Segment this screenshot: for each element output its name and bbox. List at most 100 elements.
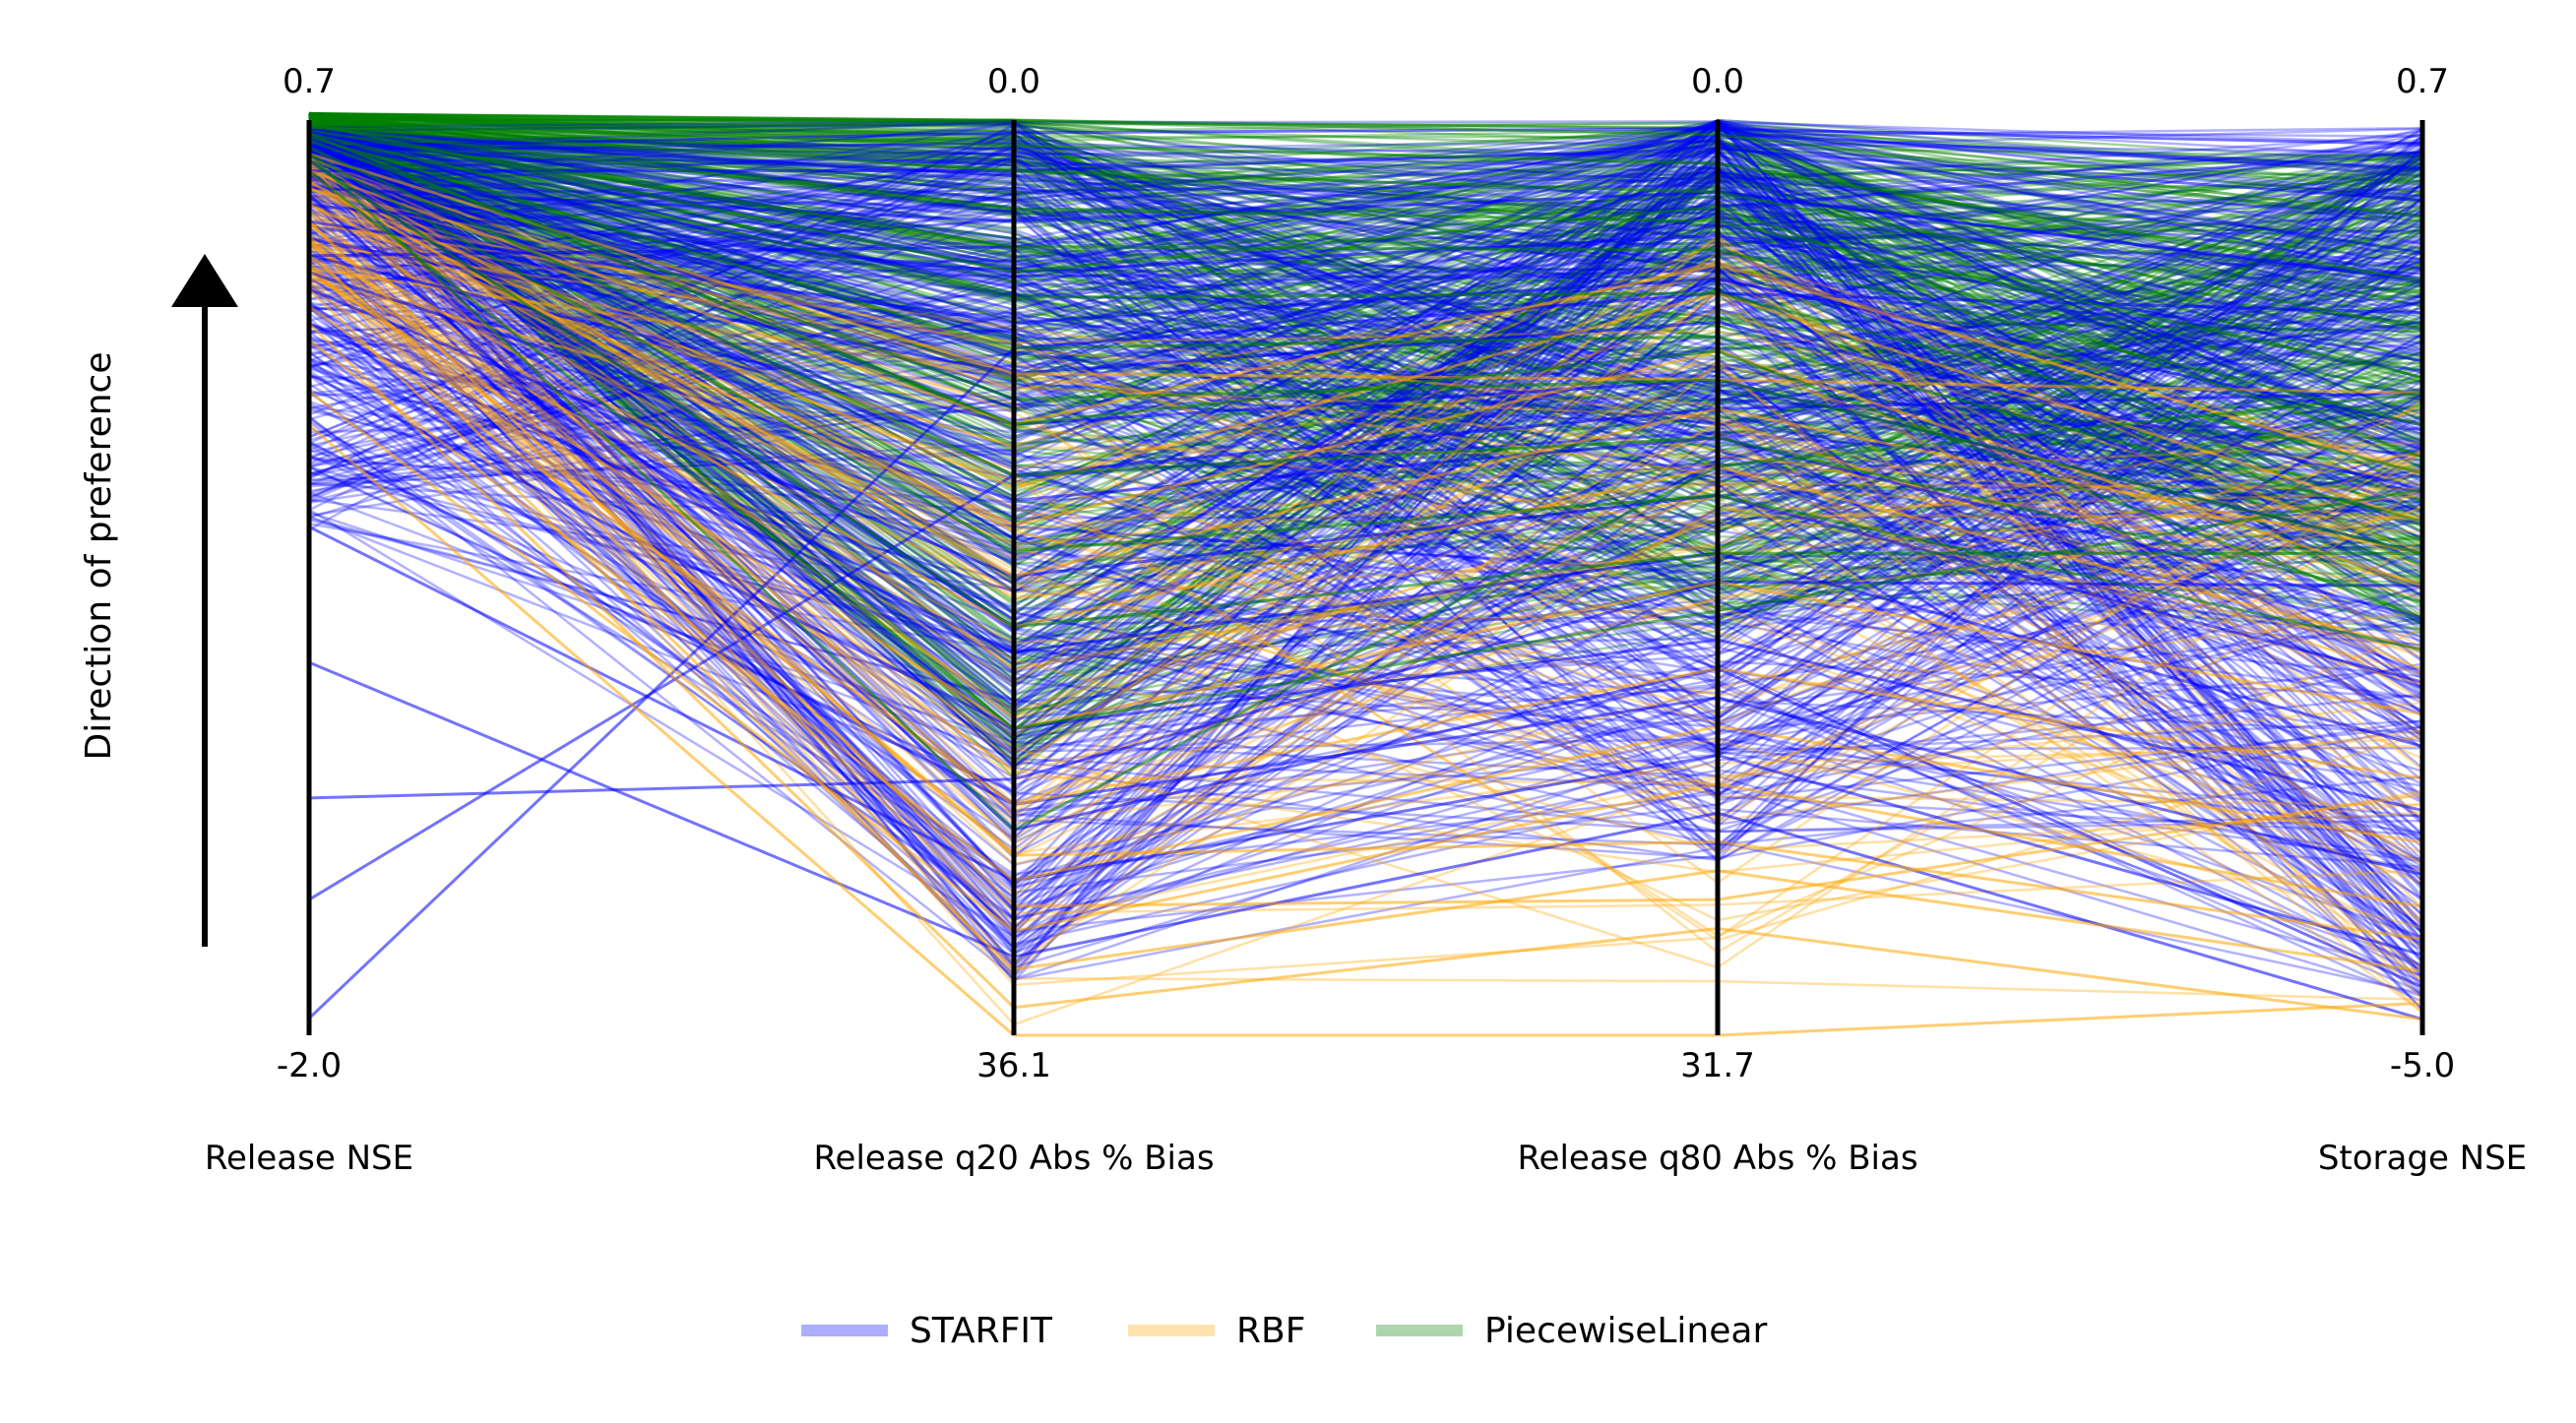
- density-line: [308, 113, 2423, 582]
- series-line-starfit: [307, 193, 2423, 989]
- density-line: [308, 238, 2423, 946]
- series-line-rbf: [307, 288, 2423, 973]
- density-line: [308, 113, 2423, 271]
- density-line: [308, 242, 2423, 864]
- density-line: [308, 144, 2423, 330]
- density-line: [308, 217, 2423, 530]
- series-line-starfit: [308, 127, 2423, 150]
- density-line: [308, 168, 2423, 804]
- density-line: [308, 173, 2423, 717]
- density-line: [308, 147, 2423, 617]
- density-line: [308, 124, 2423, 540]
- density-line: [308, 156, 2423, 576]
- density-line: [308, 138, 2423, 501]
- density-line: [308, 222, 2423, 658]
- density-line: [308, 121, 2423, 608]
- density-line: [308, 112, 2423, 623]
- density-line: [308, 133, 2423, 796]
- density-line: [308, 169, 2423, 869]
- density-line: [308, 188, 2423, 477]
- density-line: [308, 149, 2423, 604]
- density-line: [308, 126, 2423, 769]
- density-line: [308, 133, 2423, 844]
- density-line: [308, 138, 2423, 574]
- density-line: [308, 379, 2423, 938]
- density-line: [308, 169, 2423, 593]
- density-line: [308, 207, 2423, 957]
- density-line: [308, 130, 2423, 812]
- legend: STARFIT RBF PiecewiseLinear: [801, 1311, 1767, 1351]
- density-line: [308, 144, 2423, 763]
- density-line: [308, 186, 2423, 805]
- density-line: [308, 137, 2423, 257]
- density-line: [308, 144, 2423, 447]
- density-line: [308, 122, 2423, 254]
- density-line: [308, 141, 2423, 512]
- density-line: [308, 184, 2423, 443]
- density-line: [308, 128, 2423, 278]
- density-line: [308, 115, 2423, 494]
- density-line: [308, 112, 2423, 764]
- density-line: [308, 113, 2423, 477]
- series-line-piecewiselinear: [307, 153, 2423, 833]
- density-line: [308, 149, 2423, 862]
- density-line: [308, 125, 2423, 872]
- density-line: [308, 120, 2423, 618]
- density-line: [308, 112, 2423, 442]
- density-line: [308, 155, 2423, 942]
- density-line: [308, 126, 2423, 848]
- density-line: [308, 115, 2423, 295]
- density-line: [308, 120, 2423, 560]
- density-line: [308, 144, 2423, 934]
- density-line: [308, 111, 2423, 605]
- density-line: [308, 137, 2423, 820]
- density-line: [308, 122, 2423, 892]
- density-line: [308, 162, 2423, 650]
- density-line: [308, 117, 2423, 600]
- density-line: [308, 324, 2423, 743]
- density-line: [308, 145, 2423, 512]
- density-line: [308, 208, 2423, 803]
- density-line: [308, 142, 2423, 517]
- series-line-starfit: [308, 322, 2423, 748]
- density-line: [308, 145, 2423, 500]
- density-line: [308, 151, 2423, 910]
- density-line: [308, 111, 2423, 405]
- density-line: [308, 125, 2423, 623]
- series-line-starfit: [308, 440, 2423, 877]
- axis-top-label: 0.0: [987, 62, 1040, 101]
- density-line: [308, 125, 2423, 715]
- density-line: [308, 139, 2423, 410]
- density-line: [308, 111, 2423, 454]
- series-line-piecewiselinear: [308, 146, 2423, 603]
- density-line: [308, 177, 2423, 386]
- density-line: [308, 166, 2423, 698]
- density-line: [308, 122, 2423, 507]
- density-line: [308, 195, 2423, 773]
- series-line-starfit: [308, 237, 2423, 491]
- density-line: [308, 138, 2423, 725]
- density-line: [308, 126, 2423, 834]
- density-line: [308, 136, 2423, 271]
- density-line: [308, 147, 2423, 430]
- density-line: [308, 138, 2423, 370]
- density-line: [308, 267, 2423, 885]
- density-line: [308, 127, 2423, 260]
- density-line: [308, 126, 2423, 630]
- density-line: [308, 131, 2423, 470]
- density-line: [308, 131, 2423, 699]
- density-line: [308, 112, 2423, 712]
- density-line: [308, 112, 2423, 626]
- density-line: [308, 118, 2423, 432]
- density-line: [308, 111, 2423, 236]
- density-line: [308, 246, 2423, 1026]
- density-line: [308, 119, 2423, 769]
- density-line: [308, 116, 2423, 717]
- density-line: [308, 123, 2423, 590]
- density-line: [308, 119, 2423, 489]
- series-line-piecewiselinear: [308, 125, 2423, 379]
- density-line: [308, 344, 2423, 748]
- density-line: [308, 129, 2423, 888]
- density-line: [308, 127, 2423, 994]
